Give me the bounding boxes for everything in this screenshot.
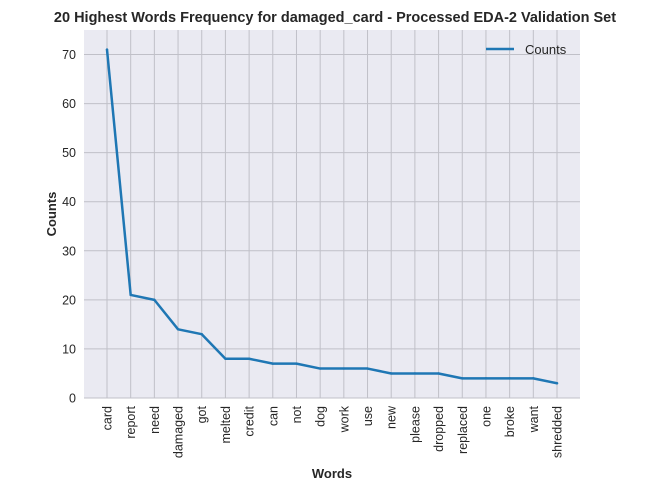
data-point (295, 362, 298, 365)
x-tick-label: broke (503, 406, 517, 437)
y-tick-label: 10 (62, 342, 76, 356)
data-point (413, 372, 417, 375)
data-point (318, 367, 322, 370)
x-tick-label: damaged (172, 406, 186, 458)
x-tick-label: want (527, 405, 541, 433)
data-point (390, 372, 393, 375)
data-point (437, 372, 440, 375)
x-tick-label: need (148, 406, 162, 434)
y-tick-label: 70 (62, 48, 76, 62)
data-point (508, 377, 511, 380)
y-tick-label: 30 (62, 244, 76, 258)
series-layer (105, 48, 559, 385)
y-axis-ticks: 0 10 20 30 40 50 60 70 (62, 48, 76, 405)
data-point (532, 377, 535, 380)
x-tick-label: dog (314, 406, 328, 427)
data-point (224, 357, 227, 360)
chart-title: 20 Highest Words Frequency for damaged_c… (54, 10, 616, 26)
x-tick-label: not (290, 405, 304, 423)
x-tick-label: can (266, 406, 280, 426)
y-tick-label: 0 (69, 392, 76, 406)
y-tick-label: 60 (62, 97, 76, 111)
data-point (105, 48, 109, 51)
y-tick-label: 20 (62, 293, 76, 307)
data-point (129, 293, 132, 297)
x-axis-label: Words (312, 466, 352, 481)
x-tick-label: got (195, 405, 209, 423)
legend-label: Counts (525, 42, 567, 57)
x-tick-label: please (408, 406, 422, 443)
data-point (200, 333, 203, 336)
data-point (484, 377, 488, 380)
x-tick-label: card (101, 406, 115, 430)
x-axis-ticks: card report need damaged got melted credit can n… (101, 405, 565, 458)
plot-area (84, 30, 580, 398)
data-point (176, 328, 180, 331)
x-tick-label: credit (243, 405, 257, 436)
data-point (271, 362, 274, 365)
x-tick-label: work (337, 405, 351, 433)
x-tick-label: shredded (551, 406, 565, 458)
x-tick-label: report (124, 405, 138, 438)
x-tick-label: use (361, 406, 375, 426)
x-tick-label: melted (219, 406, 233, 444)
series-line-counts (105, 48, 559, 385)
legend: Counts (486, 42, 567, 57)
data-point (153, 298, 156, 302)
data-point (342, 367, 346, 370)
data-point (247, 357, 251, 360)
x-tick-label: dropped (432, 406, 446, 452)
data-point (555, 382, 559, 385)
x-tick-label: new (385, 405, 399, 429)
x-tick-label: replaced (456, 406, 470, 454)
grid-lines (84, 30, 580, 399)
data-point (366, 367, 369, 370)
y-axis-label: Counts (44, 192, 59, 237)
y-tick-label: 40 (62, 195, 76, 209)
data-point (461, 377, 464, 380)
y-tick-label: 50 (62, 146, 76, 160)
x-tick-label: one (479, 406, 493, 427)
